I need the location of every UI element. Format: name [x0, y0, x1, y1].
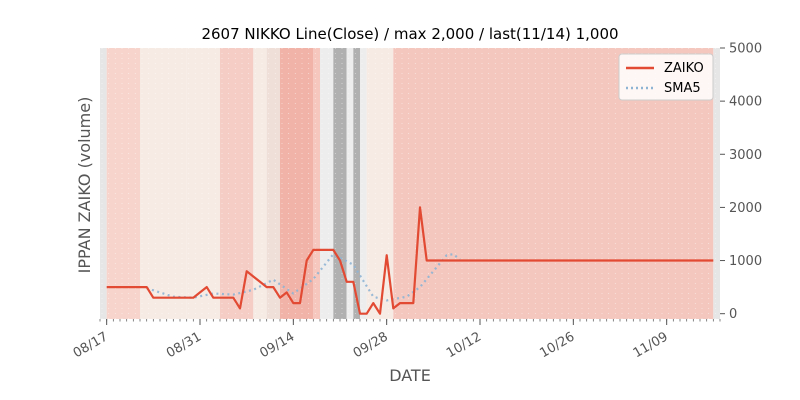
y-tick-label: 2000: [729, 201, 762, 216]
background-band-4: [220, 48, 254, 319]
legend-label-sma5: SMA5: [664, 81, 701, 96]
x-tick-label: 08/31: [164, 329, 204, 361]
chart-title: 2607 NIKKO Line(Close) / max 2,000 / las…: [201, 25, 618, 43]
series-line-sma5: [146, 253, 461, 302]
x-tick-label: 09/28: [351, 329, 391, 361]
background-band-8: [313, 48, 320, 319]
x-tick-label: 11/09: [631, 329, 671, 361]
series-line-zaiko: [106, 206, 714, 315]
y-axis: 0 1000 2000 3000 4000 5000: [720, 42, 762, 322]
background-band-5: [253, 48, 267, 319]
y-tick-label: 5000: [729, 42, 762, 57]
background-band-10: [333, 48, 347, 319]
x-tick-label: 09/14: [257, 329, 297, 361]
background-band-11: [346, 48, 354, 319]
legend: ZAIKO SMA5: [618, 53, 714, 101]
background-bands: [100, 48, 720, 319]
background-band-12: [353, 48, 360, 319]
x-axis-label: DATE: [389, 366, 431, 385]
x-tick-label: 08/17: [71, 329, 111, 361]
background-band-9: [320, 48, 334, 319]
series-lines: [106, 206, 714, 315]
background-band-7: [280, 48, 314, 319]
background-band-13: [360, 48, 367, 319]
y-tick-label: 1000: [729, 254, 762, 269]
y-tick-label: 4000: [729, 95, 762, 110]
y-axis-label: IPPAN ZAIKO (volume): [75, 97, 94, 274]
background-band-2: [140, 48, 187, 319]
legend-label-zaiko: ZAIKO: [664, 61, 704, 76]
background-band-16: [713, 48, 720, 319]
background-band-0: [100, 48, 107, 319]
x-tick-label: 10/12: [444, 329, 484, 361]
x-tick-label: 10/26: [537, 329, 577, 361]
y-tick-label: 0: [729, 307, 737, 322]
dotted-texture: [101, 48, 723, 319]
background-band-1: [106, 48, 140, 319]
background-band-3: [186, 48, 220, 319]
background-band-6: [266, 48, 280, 319]
y-tick-label: 3000: [729, 148, 762, 163]
x-axis: 08/17 08/31 09/14 09/28 10/12 10/26 11/09: [71, 319, 721, 361]
